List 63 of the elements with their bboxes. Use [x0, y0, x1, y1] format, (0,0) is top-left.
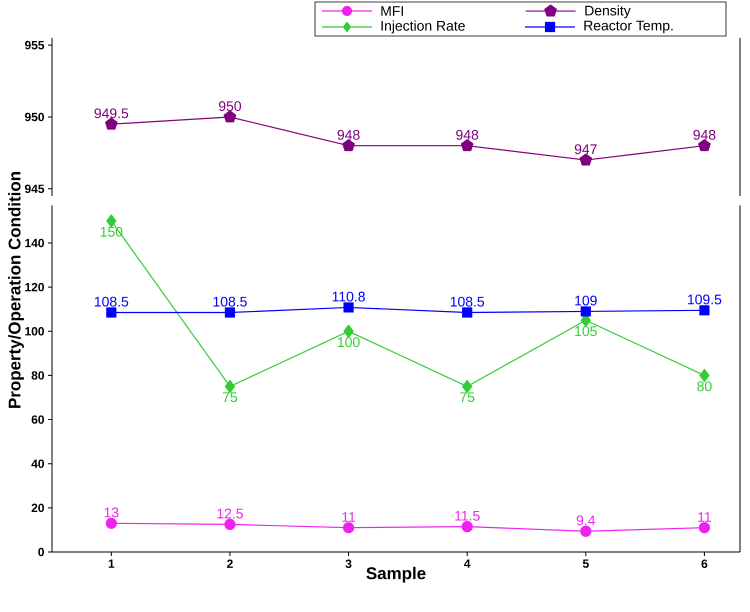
- point: [462, 307, 472, 318]
- point: [343, 302, 354, 313]
- point: [462, 521, 473, 532]
- y-axis-title: Property/Operation Condition: [8, 172, 24, 408]
- data-label: 12.5: [217, 508, 243, 518]
- data-label: 949.5: [94, 108, 128, 118]
- data-label: 11: [342, 512, 356, 522]
- data-label: 108.5: [214, 296, 247, 307]
- data-label: 108.5: [450, 296, 484, 307]
- data-label: 109.5: [688, 294, 722, 304]
- y-tick-label: 0: [38, 548, 44, 556]
- data-label: 75: [222, 392, 238, 402]
- point: [699, 305, 710, 316]
- y-tick-label: 80: [32, 371, 44, 380]
- y-tick-label: 950: [24, 112, 44, 122]
- y-tick-label: 40: [31, 459, 44, 468]
- x-tick-label: 4: [464, 560, 470, 568]
- point: [342, 522, 354, 534]
- data-label: 950: [218, 101, 242, 112]
- y-tick-label: 955: [24, 40, 44, 50]
- point: [105, 118, 118, 130]
- x-tick-label: 2: [227, 560, 233, 568]
- x-tick-label: 3: [346, 560, 352, 568]
- y-tick-label: 140: [25, 238, 44, 248]
- data-label: 105: [575, 326, 597, 336]
- point: [343, 324, 354, 338]
- y-tick-label: 100: [25, 327, 44, 336]
- data-label: 13: [104, 507, 118, 518]
- data-label: 100: [338, 337, 360, 348]
- legend-label: Density: [585, 5, 631, 18]
- data-label: 11.5: [455, 510, 480, 521]
- point: [698, 522, 710, 534]
- data-label: 9.4: [576, 515, 596, 526]
- y-tick-label: 60: [32, 415, 44, 424]
- data-label: 948: [338, 130, 360, 140]
- legend-label: Injection Rate: [381, 20, 465, 34]
- data-label: 11: [698, 512, 711, 522]
- point: [224, 518, 236, 530]
- data-label: 80: [697, 381, 712, 392]
- point: [342, 139, 355, 152]
- point: [698, 139, 711, 152]
- data-label: 75: [460, 392, 474, 402]
- legend-label: Reactor Temp.: [584, 20, 673, 34]
- point: [106, 518, 117, 529]
- x-tick-label: 1: [108, 560, 114, 568]
- data-label: 947: [574, 144, 597, 154]
- point: [580, 526, 592, 537]
- y-tick-label: 120: [25, 282, 44, 292]
- point: [460, 139, 474, 152]
- point: [224, 307, 236, 318]
- x-tick-label: 5: [582, 560, 589, 568]
- legend-label: MFI: [381, 6, 403, 16]
- data-label: 108.5: [94, 296, 128, 307]
- point: [580, 306, 591, 317]
- data-label: 110.8: [332, 292, 365, 302]
- y-tick-label: 20: [32, 504, 44, 512]
- data-label: 109: [575, 296, 597, 306]
- point: [106, 307, 116, 318]
- x-axis-title: Sample: [366, 566, 426, 583]
- data-label: 948: [693, 130, 716, 140]
- data-label: 948: [456, 130, 478, 140]
- x-tick-label: 6: [702, 560, 708, 568]
- y-tick-label: 945: [24, 184, 44, 194]
